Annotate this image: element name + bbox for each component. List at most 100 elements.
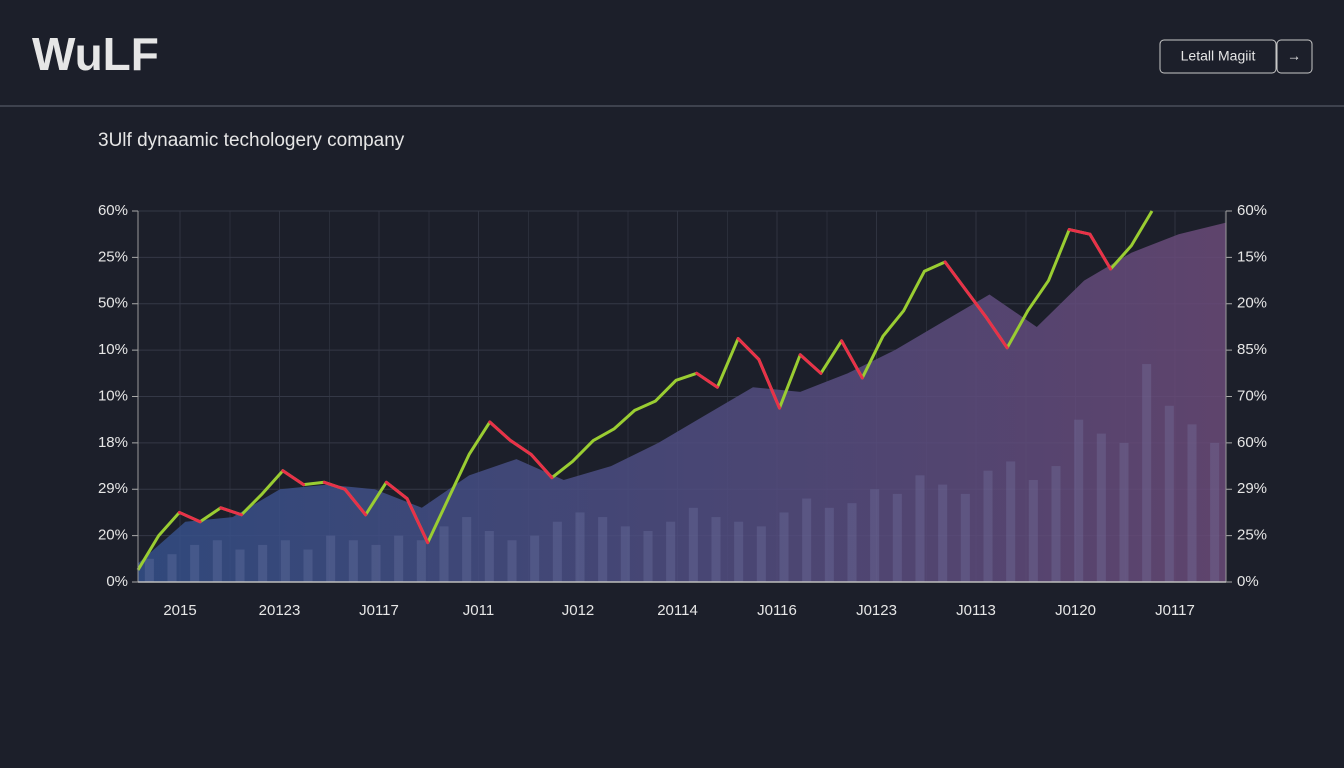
volume-bar	[960, 493, 970, 582]
logo: WuLF	[32, 28, 159, 80]
arrow-button[interactable]	[1276, 39, 1313, 74]
subtitle: 3Ulf dynaamic techologery company	[98, 130, 405, 151]
down-segment	[840, 339, 864, 380]
y-tick-label: 20%	[98, 527, 128, 544]
down-segment	[343, 487, 368, 517]
down-segment	[736, 337, 761, 361]
x-tick-label: 20123	[259, 602, 301, 619]
y-tick-label: 60%	[98, 202, 128, 219]
volume-bar	[280, 540, 290, 582]
x-tick-label: 20114	[657, 602, 698, 619]
down-segment	[177, 510, 202, 524]
volume-bar	[552, 521, 562, 582]
y2-tick-label: 29%	[1237, 480, 1267, 497]
y-tick-label: 18%	[98, 434, 128, 451]
volume-bar	[1074, 419, 1084, 582]
down-segment	[984, 316, 1009, 350]
volume-bar	[530, 535, 540, 582]
x-tick-label: J0113	[956, 602, 996, 619]
volume-bar	[258, 544, 268, 582]
down-segment	[405, 497, 430, 545]
volume-bar	[666, 521, 676, 582]
volume-bar	[734, 521, 744, 582]
volume-bar	[212, 540, 222, 582]
volume-bar	[167, 554, 177, 582]
volume-bar	[779, 512, 789, 582]
y2-tick-label: 60%	[1237, 202, 1267, 219]
volume-bar	[1142, 364, 1152, 582]
y-tick-label: 10%	[98, 387, 128, 404]
volume-bar	[1028, 479, 1038, 582]
volume-bar	[1006, 461, 1016, 582]
x-tick-label: 2015	[163, 602, 196, 619]
x-tick-label: J012	[562, 602, 595, 619]
y-tick-label: 0%	[106, 573, 128, 590]
volume-bar	[235, 549, 245, 582]
y-tick-label: 10%	[98, 341, 128, 358]
down-segment	[508, 439, 533, 456]
volume-bar	[1119, 442, 1129, 582]
volume-bar	[643, 530, 653, 582]
down-segment	[798, 353, 823, 375]
y2-tick-label: 70%	[1237, 387, 1267, 404]
y-tick-label: 50%	[98, 295, 128, 312]
down-segment	[1067, 228, 1092, 236]
down-segment	[322, 480, 347, 491]
y2-tick-label: 25%	[1237, 527, 1267, 544]
y2-tick-label: 0%	[1237, 573, 1259, 590]
y2-tick-label: 15%	[1237, 248, 1267, 265]
volume-bar	[598, 517, 608, 582]
y2-tick-label: 85%	[1237, 341, 1267, 358]
chart: 2015 20123 J0117 J011 J012 20114 J0116 J0123 J01…	[98, 202, 1267, 619]
volume-bar	[190, 544, 200, 582]
volume-bar	[303, 549, 313, 582]
menu-button[interactable]	[1159, 39, 1277, 74]
volume-bar	[439, 526, 449, 582]
down-segment	[964, 288, 988, 320]
volume-bar	[326, 535, 336, 582]
volume-bar	[462, 517, 472, 582]
volume-bar	[756, 526, 766, 582]
volume-bar	[983, 470, 993, 582]
volume-bar	[416, 540, 426, 582]
down-segment	[219, 506, 243, 517]
volume-bar	[484, 530, 494, 582]
volume-bar	[394, 535, 404, 582]
x-tick-label: J0116	[757, 602, 797, 619]
volume-bar	[824, 507, 834, 582]
down-segment	[757, 357, 782, 410]
down-segment	[695, 371, 719, 389]
volume-bar	[1210, 442, 1220, 582]
y2-tick-label: 20%	[1237, 295, 1267, 312]
x-tick-label: J0120	[1055, 602, 1096, 619]
volume-bar	[915, 475, 925, 582]
down-segment	[488, 420, 512, 443]
volume-bar	[348, 540, 358, 582]
x-tick-label: J0123	[856, 602, 897, 619]
menu-button-label[interactable]: Letall Magiit	[1181, 48, 1256, 64]
volume-bar	[575, 512, 585, 582]
volume-bar	[688, 507, 698, 582]
down-segment	[529, 452, 554, 480]
y2-tick-label: 60%	[1237, 434, 1267, 451]
volume-bar	[802, 498, 812, 582]
volume-bar	[1051, 466, 1061, 582]
arrow-icon[interactable]: →	[1287, 48, 1301, 64]
x-tick-label: J011	[463, 602, 494, 619]
down-segment	[384, 480, 409, 501]
x-tick-label: J0117	[1155, 602, 1195, 619]
down-segment	[943, 260, 968, 292]
y-tick-label: 25%	[98, 248, 128, 265]
volume-bar	[1164, 405, 1174, 582]
volume-bar	[711, 517, 721, 582]
area	[138, 222, 1226, 582]
volume-bar	[870, 489, 880, 582]
volume-bar	[1096, 433, 1106, 582]
volume-bar	[847, 503, 857, 582]
volume-bar	[938, 484, 948, 582]
volume-bar	[144, 558, 154, 582]
x-tick-label: J0117	[359, 602, 399, 619]
y-tick-label: 29%	[98, 480, 128, 497]
